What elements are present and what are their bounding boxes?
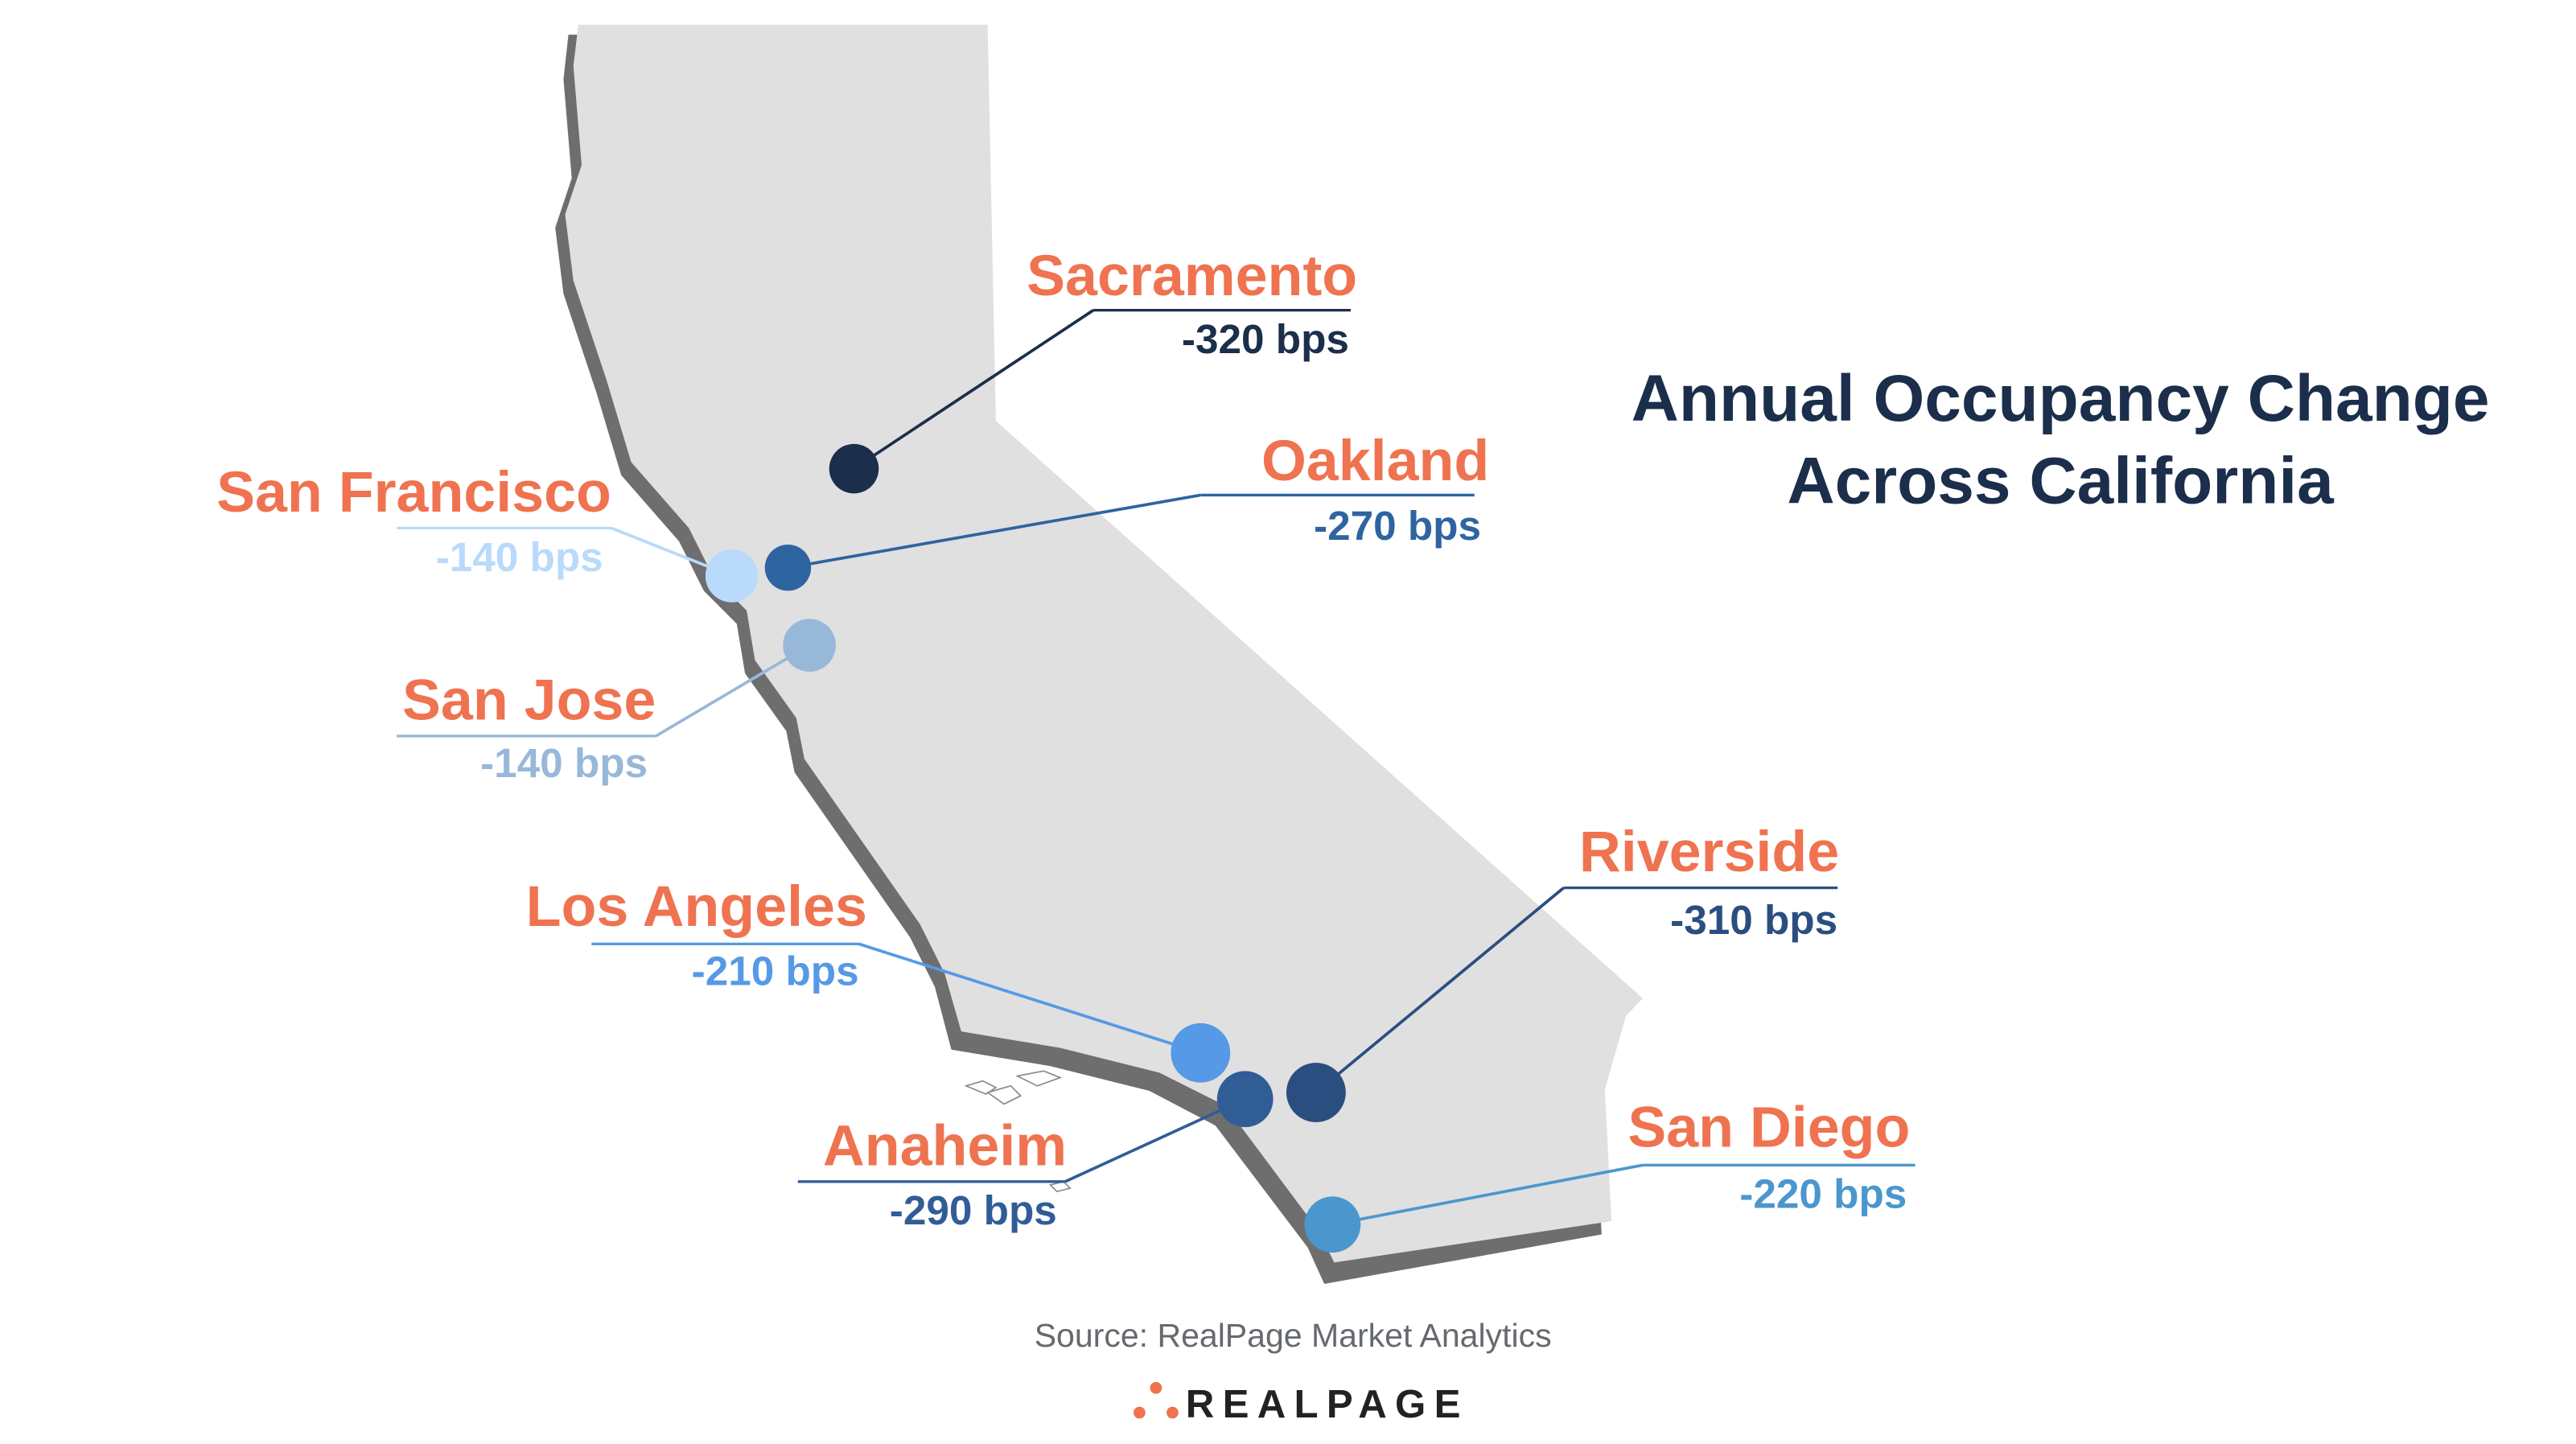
city-marker (1216, 1071, 1274, 1128)
city-name: San Diego (1627, 1096, 1910, 1160)
occupancy-change-value: -220 bps (1739, 1171, 1907, 1217)
channel-islands (964, 1070, 1072, 1193)
leader-line (655, 644, 811, 738)
city-name: Riverside (1579, 820, 1839, 884)
occupancy-change-value: -270 bps (1314, 503, 1481, 549)
city-marker (783, 619, 836, 672)
city-marker (764, 544, 812, 591)
city-name: Los Angeles (526, 874, 867, 939)
occupancy-change-value: -320 bps (1182, 316, 1349, 362)
occupancy-change-value: -210 bps (692, 948, 859, 994)
state-fill (565, 24, 1644, 1263)
city-marker (829, 443, 879, 494)
leader-line (788, 493, 1201, 570)
occupancy-change-value: -140 bps (436, 534, 603, 580)
leader-line (1332, 1163, 1644, 1226)
logo-text: REALPAGE (1186, 1382, 1469, 1426)
city-los-angeles: Los Angeles -210 bps (526, 874, 1231, 1083)
city-marker (1286, 1063, 1346, 1122)
source-note: Source: RealPage Market Analytics (1035, 1317, 1552, 1354)
leader-line (1315, 887, 1565, 1094)
occupancy-change-value: -310 bps (1670, 897, 1837, 943)
california-state-shape (555, 24, 1644, 1285)
city-anaheim: Anaheim -290 bps (797, 1071, 1274, 1233)
city-oakland: Oakland -270 bps (764, 429, 1489, 591)
leader-line (853, 309, 1094, 471)
city-marker (705, 549, 759, 603)
city-name: San Francisco (216, 460, 611, 525)
city-name: Anaheim (823, 1113, 1067, 1178)
leader-line (1064, 1097, 1246, 1183)
city-san-francisco: San Francisco -140 bps (216, 460, 759, 603)
city-markers: Sacramento -320 bps Oakland -270 bps San Fra… (216, 244, 1916, 1253)
city-name: Sacramento (1027, 244, 1357, 308)
city-marker (1171, 1022, 1231, 1083)
city-san-jose: San Jose -140 bps (397, 619, 836, 786)
city-name: San Jose (402, 668, 656, 732)
city-name: Oakland (1261, 429, 1489, 493)
city-san-diego: San Diego -220 bps (1304, 1096, 1916, 1253)
leader-line (858, 942, 1201, 1055)
logo-dot (1133, 1406, 1146, 1419)
realpage-logo: REALPAGE (1133, 1381, 1469, 1426)
logo-dot (1167, 1406, 1179, 1419)
occupancy-change-value: -140 bps (480, 740, 648, 786)
logo-dot (1150, 1381, 1162, 1394)
city-sacramento: Sacramento -320 bps (829, 244, 1357, 494)
city-riverside: Riverside -310 bps (1286, 820, 1839, 1122)
title-line-2: Across California (1787, 445, 2335, 518)
occupancy-change-value: -290 bps (890, 1187, 1057, 1233)
city-marker (1304, 1196, 1361, 1253)
title-line-1: Annual Occupancy Change (1632, 362, 2490, 435)
